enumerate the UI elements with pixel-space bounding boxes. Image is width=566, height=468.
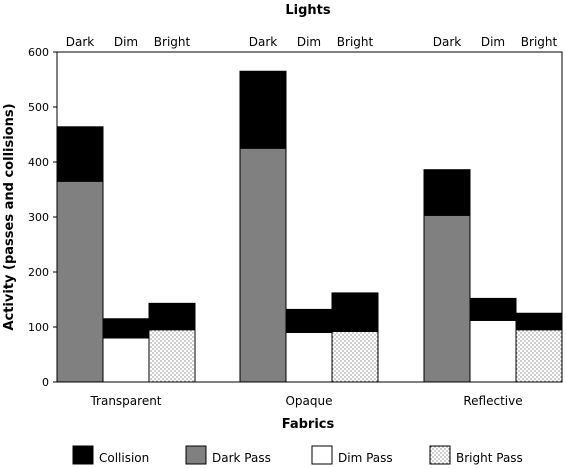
light-label: Dim	[297, 35, 321, 49]
y-tick-label: 0	[42, 376, 49, 389]
x-axis-title: Fabrics	[282, 417, 335, 432]
category-label: Reflective	[463, 394, 522, 408]
bars	[56, 70, 563, 383]
y-tick-label: 600	[28, 46, 49, 59]
bar-collision	[331, 292, 379, 332]
y-tick-label: 500	[28, 101, 49, 114]
category-labels: Transparent Opaque Reflective	[89, 394, 522, 408]
bar-dim-pass	[285, 332, 333, 383]
legend-label: Bright Pass	[456, 451, 523, 465]
y-tick-label: 200	[28, 266, 49, 279]
legend-swatch	[185, 445, 207, 465]
chart-title: Lights	[285, 3, 331, 18]
light-label: Bright	[337, 35, 374, 49]
legend-swatch	[311, 445, 333, 465]
light-labels: Dark Dim Bright Dark Dim Bright Dark Dim Bright	[66, 35, 558, 49]
light-label: Dim	[481, 35, 505, 49]
legend-swatch	[72, 445, 94, 465]
light-label: Dark	[66, 35, 95, 49]
category-label: Opaque	[285, 394, 332, 408]
y-tick-label: 400	[28, 156, 49, 169]
bar-collision	[239, 70, 287, 149]
bar-collision	[423, 169, 471, 216]
y-axis: 0 100 200 300 400 500 600	[28, 46, 57, 389]
bar-collision	[148, 302, 196, 331]
bar-dark-pass	[56, 180, 104, 383]
legend-swatch	[429, 445, 451, 465]
plot-frame	[56, 51, 563, 383]
legend: Collision Dark Pass Dim Pass Bright Pass	[72, 445, 523, 465]
y-tick-label: 300	[28, 211, 49, 224]
bar-collision	[285, 308, 333, 333]
y-tick-label: 100	[28, 321, 49, 334]
bar-bright-pass	[148, 329, 196, 383]
bar-dark-pass	[239, 147, 287, 383]
light-label: Dark	[433, 35, 462, 49]
light-label: Dim	[114, 35, 138, 49]
bar-collision	[469, 297, 517, 321]
bar-collision	[515, 312, 563, 331]
y-axis-title: Activity (passes and collisions)	[2, 103, 17, 330]
bar-dark-pass	[423, 214, 471, 383]
bar-collision	[102, 318, 150, 339]
legend-label: Dim Pass	[338, 451, 393, 465]
legend-label: Dark Pass	[212, 451, 271, 465]
bar-dim-pass	[102, 337, 150, 383]
light-label: Bright	[521, 35, 558, 49]
bar-collision	[56, 126, 104, 182]
light-label: Bright	[154, 35, 191, 49]
bar-bright-pass	[331, 330, 379, 383]
legend-label: Collision	[99, 451, 149, 465]
light-label: Dark	[249, 35, 278, 49]
bar-dim-pass	[469, 319, 517, 383]
bar-bright-pass	[515, 329, 563, 383]
category-label: Transparent	[89, 394, 161, 408]
